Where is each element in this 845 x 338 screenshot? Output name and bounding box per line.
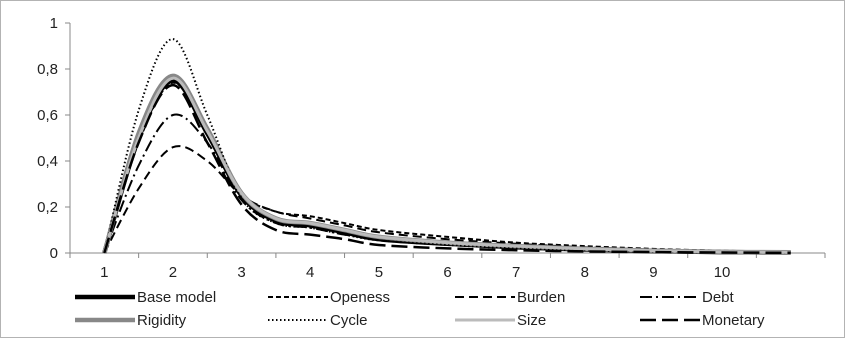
x-tick-label: 2 (169, 264, 177, 281)
series-lines (102, 38, 791, 255)
x-tick-label: 6 (443, 264, 451, 281)
series-line-monetary (103, 83, 791, 255)
x-tick-label: 9 (649, 264, 657, 281)
legend-item-burden: Burden (455, 289, 565, 306)
legend-label: Burden (517, 289, 565, 306)
y-tick-label: 0,8 (37, 61, 58, 78)
legend-label: Openess (330, 289, 390, 306)
legend-item-debt: Debt (640, 289, 735, 306)
y-tick-label: 0,4 (37, 153, 58, 170)
legend-label: Size (517, 312, 546, 329)
x-tick-label: 8 (581, 264, 589, 281)
legend-label: Rigidity (137, 312, 187, 329)
series-line-size (102, 76, 791, 254)
legend-label: Cycle (330, 312, 368, 329)
x-tick-label: 5 (375, 264, 383, 281)
x-tick-label: 1 (100, 264, 108, 281)
y-tick-label: 1 (50, 15, 58, 32)
x-tick-label: 3 (237, 264, 245, 281)
x-tick-label: 10 (714, 264, 731, 281)
y-tick-label: 0 (50, 245, 58, 262)
legend-item-base-model: Base model (75, 289, 216, 306)
legend-item-monetary: Monetary (640, 312, 765, 329)
series-line-openess (103, 81, 791, 254)
legend-item-cycle: Cycle (268, 312, 368, 329)
legend-label: Base model (137, 289, 216, 306)
legend-item-rigidity: Rigidity (75, 312, 187, 329)
legend: Base model Openess Burden Debt Rigidity Cycle… (75, 289, 765, 329)
legend-item-openess: Openess (268, 289, 390, 306)
x-tick-label: 4 (306, 264, 314, 281)
y-tick-label: 0,6 (37, 107, 58, 124)
legend-label: Debt (702, 289, 735, 306)
legend-label: Monetary (702, 312, 765, 329)
y-tick-label: 0,2 (37, 199, 58, 216)
x-tick-label: 7 (512, 264, 520, 281)
legend-item-size: Size (455, 312, 546, 329)
series-line-debt (103, 113, 791, 254)
